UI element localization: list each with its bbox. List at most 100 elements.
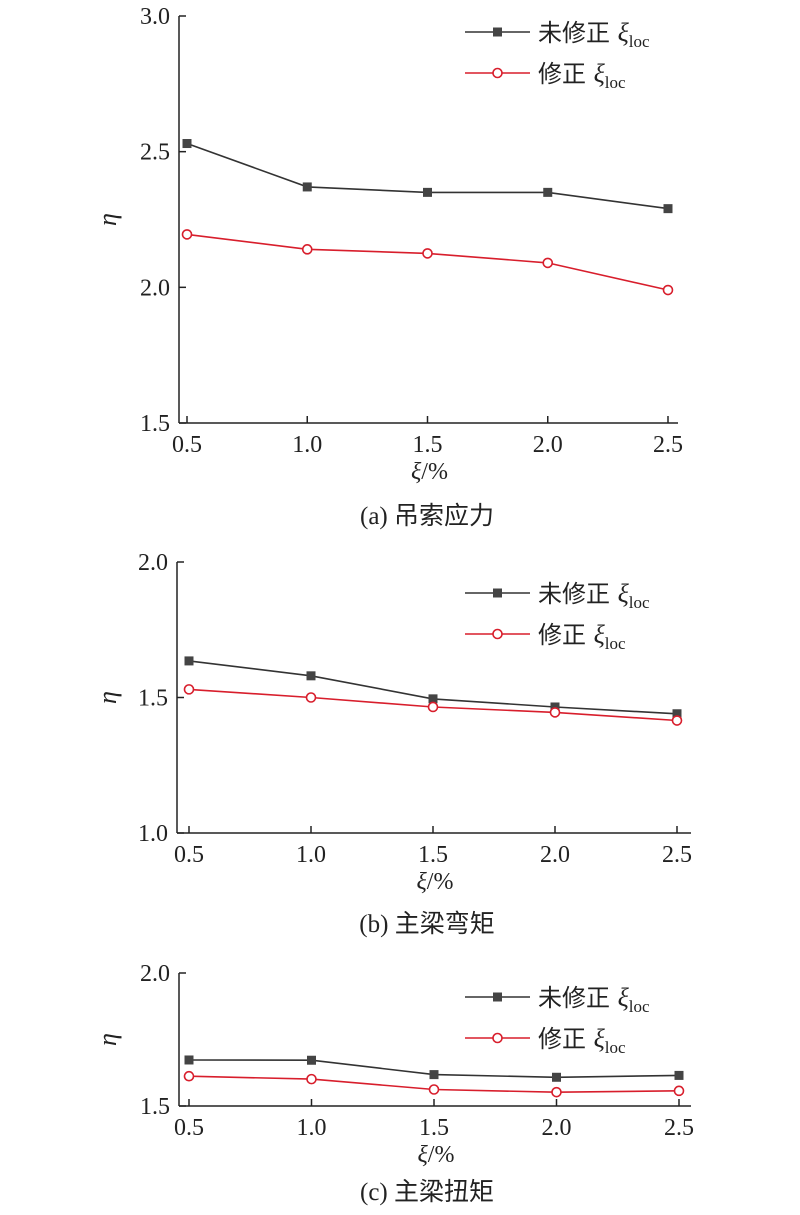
data-point-square [302, 182, 312, 192]
x-axis-unit: /% [428, 1142, 455, 1168]
data-point-square [429, 1070, 439, 1080]
data-point-circle [181, 229, 193, 240]
series-line-2 [186, 233, 669, 291]
chart-panel-a: 1.52.02.53.0η0.5 1.0 1.5 2.0 2.5ξ/%未修正 ξloc修… [93, 4, 683, 530]
series-line-1 [186, 142, 669, 210]
legend-subscript: loc [605, 634, 626, 653]
legend-subscript: loc [629, 32, 650, 51]
x-axis-unit: /% [421, 459, 448, 485]
x-axis-title: ξ/% [418, 1142, 455, 1168]
legend-symbol: ξ [618, 579, 630, 608]
figure-caption: (b) 主梁弯矩 [359, 910, 494, 938]
y-tick-label: 2.5 [140, 140, 170, 166]
legend-label-1: 未修正 ξloc [538, 18, 650, 51]
legend-prefix: 修正 [538, 60, 594, 88]
data-point-square [672, 709, 682, 719]
x-tick-label: 1.0 [292, 432, 322, 458]
legend-marker-circle [492, 628, 503, 640]
data-point-square [552, 1072, 561, 1082]
legend-marker-circle [492, 67, 503, 79]
data-point-square [428, 694, 438, 704]
legend-label-1: 未修正 ξloc [538, 579, 650, 612]
x-axis-title: ξ/% [417, 869, 454, 895]
data-point-square [543, 187, 553, 197]
y-tick-label: 1.0 [138, 821, 168, 847]
y-tick-label: 3.0 [140, 4, 170, 30]
y-tick-label: 1.5 [140, 1094, 170, 1120]
legend-marker-square [493, 992, 502, 1002]
x-tick-label: 1.5 [419, 1115, 449, 1141]
y-axis-title: η [93, 1033, 122, 1046]
y-axis-title: η [93, 213, 122, 226]
x-tick-label: 1.5 [418, 842, 448, 868]
legend-symbol: ξ [594, 1024, 606, 1053]
y-tick-label: 2.0 [140, 275, 170, 301]
x-tick-label: 1.5 [413, 432, 443, 458]
legend-marker-circle [492, 1032, 503, 1044]
x-axis-title: ξ/% [411, 459, 448, 485]
x-axis-symbol: ξ [417, 869, 428, 895]
figure-caption: (c) 主梁扭矩 [360, 1178, 494, 1206]
data-point-circle [428, 1084, 440, 1095]
legend-symbol: ξ [594, 59, 606, 88]
x-axis-symbol: ξ [411, 459, 422, 485]
data-point-circle [422, 248, 433, 259]
x-tick-label: 0.5 [174, 842, 204, 868]
legend-label-2: 修正 ξloc [538, 1024, 626, 1057]
y-axis-title: η [93, 691, 122, 704]
legend-marker-square [493, 588, 502, 598]
x-tick-label: 2.0 [542, 1115, 572, 1141]
legend-label-1: 未修正 ξloc [538, 983, 650, 1016]
data-point-circle [306, 1073, 317, 1085]
legend-subscript: loc [605, 1038, 626, 1057]
legend-symbol: ξ [594, 620, 606, 649]
x-tick-label: 2.5 [653, 432, 683, 458]
data-point-circle [301, 244, 313, 255]
data-point-circle [183, 1070, 195, 1082]
legend-subscript: loc [629, 593, 650, 612]
legend-label-2: 修正 ξloc [538, 620, 626, 653]
x-tick-label: 1.0 [297, 1115, 327, 1141]
data-point-square [184, 656, 194, 666]
x-tick-label: 1.0 [296, 842, 326, 868]
x-axis-symbol: ξ [418, 1142, 429, 1168]
data-point-square [306, 671, 316, 681]
data-point-square [423, 187, 432, 197]
x-tick-label: 2.0 [533, 432, 563, 458]
legend-prefix: 修正 [538, 1025, 594, 1053]
legend-prefix: 未修正 [538, 19, 618, 47]
figure-caption: (a) 吊索应力 [360, 502, 494, 530]
data-point-circle [542, 257, 554, 269]
x-tick-label: 0.5 [174, 1115, 204, 1141]
data-point-square [663, 204, 673, 214]
legend-prefix: 未修正 [538, 984, 618, 1012]
data-point-circle [673, 1085, 685, 1097]
legend-marker-square [493, 27, 502, 37]
data-point-circle [305, 692, 317, 703]
x-tick-label: 2.5 [664, 1115, 694, 1141]
data-point-square [674, 1070, 684, 1080]
legend-symbol: ξ [618, 18, 630, 47]
data-point-square [307, 1055, 316, 1065]
legend-label-2: 修正 ξloc [538, 59, 626, 92]
data-point-circle [549, 707, 561, 718]
y-tick-label: 2.0 [140, 961, 170, 987]
x-tick-label: 2.0 [540, 842, 570, 868]
legend-subscript: loc [629, 997, 650, 1016]
data-point-circle [662, 284, 674, 296]
data-point-square [182, 139, 192, 149]
x-axis-unit: /% [427, 869, 454, 895]
y-tick-label: 1.5 [140, 411, 170, 437]
data-point-square [184, 1055, 194, 1065]
legend-symbol: ξ [618, 983, 630, 1012]
y-tick-label: 1.5 [138, 686, 168, 712]
data-point-circle [183, 684, 195, 695]
legend-prefix: 修正 [538, 621, 594, 649]
x-tick-label: 0.5 [172, 432, 202, 458]
data-point-circle [551, 1086, 562, 1098]
